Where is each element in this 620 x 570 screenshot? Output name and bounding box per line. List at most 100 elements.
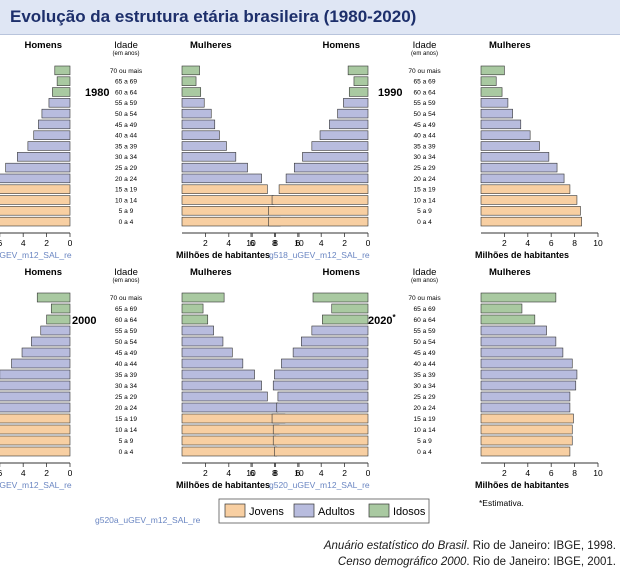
pyramid-2000-bar-women-9 bbox=[181, 391, 268, 402]
pyramid-1980-age-label-4: 50 a 54 bbox=[115, 111, 137, 118]
pyramid-1980-age-label-12: 10 a 14 bbox=[115, 197, 137, 204]
pyramid-2000-age-label-13: 5 a 9 bbox=[119, 438, 134, 445]
pyramid-2020-x-axis-title: Milhões de habitantes bbox=[475, 480, 569, 490]
pyramid-1990-bar-men-1 bbox=[353, 76, 369, 86]
legend-ref-code: g520a_uGEV_m12_SAL_re bbox=[95, 515, 201, 525]
pyramid-1990-bar-women-6 bbox=[480, 130, 531, 140]
pyramid-1980-bar-women-10 bbox=[181, 173, 262, 184]
pyramid-2020-bar-women-10 bbox=[480, 402, 571, 413]
pyramid-1980-bar-men-4 bbox=[41, 108, 71, 119]
pyramid-1980-bar-men-5 bbox=[38, 119, 71, 130]
pyramid-2020-header-age-unit: (em anos) bbox=[411, 278, 438, 284]
pyramid-1990-bar-men-14 bbox=[268, 216, 369, 227]
pyramid-1980-tick-label-2: 6 bbox=[0, 238, 2, 248]
pyramid-1980-age-label-0: 70 ou mais bbox=[110, 68, 143, 75]
pyramid-2020-age-label-3: 55 a 59 bbox=[414, 328, 436, 335]
pyramid-1980-bar-men-13 bbox=[0, 206, 71, 216]
pyramid-2020-age-label-11: 15 a 19 bbox=[414, 416, 436, 423]
legend-swatch-idosos bbox=[368, 503, 390, 518]
pyramid-2000-header-men: Homens bbox=[25, 267, 62, 278]
pyramid-1980-tick-label-6: 2 bbox=[203, 238, 208, 248]
pyramid-2000-age-label-0: 70 ou mais bbox=[110, 295, 143, 302]
pyramid-1990-tick-label-7: 4 bbox=[525, 238, 530, 248]
pyramid-1980-age-label-11: 15 a 19 bbox=[115, 187, 137, 194]
pyramid-1990-tick-label-10: 10 bbox=[593, 238, 603, 248]
pyramid-1980-age-label-5: 45 a 49 bbox=[115, 122, 137, 129]
pyramid-2020-bar-men-1 bbox=[331, 303, 369, 314]
pyramid-1990-age-label-1: 65 a 69 bbox=[414, 79, 436, 86]
pyramid-1980-tick-label-5: 0 bbox=[68, 238, 73, 248]
pyramid-1980-bar-women-5 bbox=[181, 119, 216, 130]
pyramid-2000-bar-men-11 bbox=[0, 413, 71, 424]
pyramid-2000-bar-men-10 bbox=[0, 402, 71, 413]
pyramid-2000-tick-label-6: 2 bbox=[203, 468, 208, 478]
pyramid-2020-age-label-7: 35 a 39 bbox=[414, 372, 436, 379]
pyramid-2000-tick-label-9: 8 bbox=[273, 468, 278, 478]
pyramid-1990-age-label-2: 60 a 64 bbox=[414, 89, 436, 96]
pyramid-1980-bar-women-7 bbox=[181, 141, 227, 151]
pyramid-1990-tick-label-0: 10 bbox=[246, 238, 256, 248]
pyramid-2020-note: *Estimativa. bbox=[479, 498, 524, 508]
pyramid-2000-bar-men-12 bbox=[0, 424, 71, 435]
pyramid-1980-bar-women-4 bbox=[181, 108, 212, 119]
pyramid-1980-age-label-8: 30 a 34 bbox=[115, 154, 137, 161]
pyramid-1980-bar-men-11 bbox=[0, 184, 71, 194]
pyramid-2020-bar-women-13 bbox=[480, 435, 573, 446]
pyramid-1990-bar-men-5 bbox=[329, 119, 369, 130]
pyramid-2020-header-age: Idade bbox=[413, 267, 437, 278]
pyramid-2000-age-label-7: 35 a 39 bbox=[115, 372, 137, 379]
pyramid-1980-bar-men-9 bbox=[5, 162, 71, 173]
pyramid-1990-tick-label-2: 6 bbox=[295, 238, 300, 248]
pyramid-1990-tick-label-5: 0 bbox=[366, 238, 371, 248]
pyramid-2020-bar-women-1 bbox=[480, 303, 523, 314]
pyramid-2000-bar-women-3 bbox=[181, 325, 214, 336]
pyramid-1990-age-label-10: 20 a 24 bbox=[414, 176, 436, 183]
pyramid-1990-bar-women-5 bbox=[480, 119, 522, 130]
pyramid-1980-bar-men-3 bbox=[48, 98, 71, 108]
pyramid-1990-age-label-11: 15 a 19 bbox=[414, 187, 436, 194]
pyramid-2020-header-men: Homens bbox=[323, 267, 360, 278]
pyramid-1980-bar-men-2 bbox=[52, 87, 71, 97]
pyramid-2020-bar-men-10 bbox=[276, 402, 369, 413]
pyramid-1990-age-label-9: 25 a 29 bbox=[414, 165, 436, 172]
pyramid-1980-bar-women-9 bbox=[181, 162, 248, 173]
pyramid-2020-tick-label-3: 4 bbox=[319, 468, 324, 478]
pyramid-2020-tick-label-8: 6 bbox=[549, 468, 554, 478]
pyramid-2000-bar-men-0 bbox=[36, 292, 71, 303]
pyramid-1980-year-label: 1980 bbox=[85, 87, 109, 99]
pyramid-1990-bar-men-10 bbox=[285, 173, 369, 184]
pyramid-1980-bar-men-0 bbox=[54, 65, 71, 76]
pyramid-1980-bar-women-11 bbox=[181, 184, 268, 194]
pyramid-2000-tick-label-3: 4 bbox=[21, 468, 26, 478]
pyramid-1980-bar-women-6 bbox=[181, 130, 220, 140]
pyramid-2020-age-label-9: 25 a 29 bbox=[414, 394, 436, 401]
pyramid-2020-bar-women-5 bbox=[480, 347, 564, 358]
pyramid-1990-bar-women-1 bbox=[480, 76, 497, 86]
pyramid-2020-tick-label-0: 10 bbox=[246, 468, 256, 478]
pyramid-2000-x-axis-title: Milhões de habitantes bbox=[176, 480, 270, 490]
pyramid-2000-tick-label-5: 0 bbox=[68, 468, 73, 478]
pyramid-2020-tick-label-9: 8 bbox=[572, 468, 577, 478]
pyramid-1990-bar-men-0 bbox=[347, 65, 369, 76]
pyramid-1990-bar-men-2 bbox=[348, 87, 369, 97]
pyramid-2000-tick-label-4: 2 bbox=[44, 468, 49, 478]
pyramid-1990-age-label-8: 30 a 34 bbox=[414, 154, 436, 161]
pyramid-1990-ref-code: g518_uGEV_m12_SAL_re bbox=[269, 250, 370, 260]
pyramid-2020-bar-women-9 bbox=[480, 391, 571, 402]
pyramid-2020-bar-men-12 bbox=[272, 424, 369, 435]
pyramid-2020-bar-men-13 bbox=[272, 435, 369, 446]
pyramid-2000-age-label-2: 60 a 64 bbox=[115, 317, 137, 324]
pyramid-2020-age-label-8: 30 a 34 bbox=[414, 383, 436, 390]
pyramid-2020-age-label-6: 40 a 44 bbox=[414, 361, 436, 368]
pyramid-1980-bar-women-12 bbox=[181, 195, 274, 205]
pyramid-1980-bar-women-1 bbox=[181, 76, 197, 86]
pyramid-1990-age-label-5: 45 a 49 bbox=[414, 122, 436, 129]
pyramid-1990-bar-women-0 bbox=[480, 65, 505, 76]
legend-swatch-jovens bbox=[224, 503, 246, 518]
pyramid-2020-bar-women-4 bbox=[480, 336, 557, 347]
pyramid-1980-age-label-10: 20 a 24 bbox=[115, 176, 137, 183]
pyramid-1980-tick-label-9: 8 bbox=[273, 238, 278, 248]
pyramid-2000-age-label-9: 25 a 29 bbox=[115, 394, 137, 401]
pyramid-2000-age-label-3: 55 a 59 bbox=[115, 328, 137, 335]
pyramid-2000-bar-women-13 bbox=[181, 435, 276, 446]
